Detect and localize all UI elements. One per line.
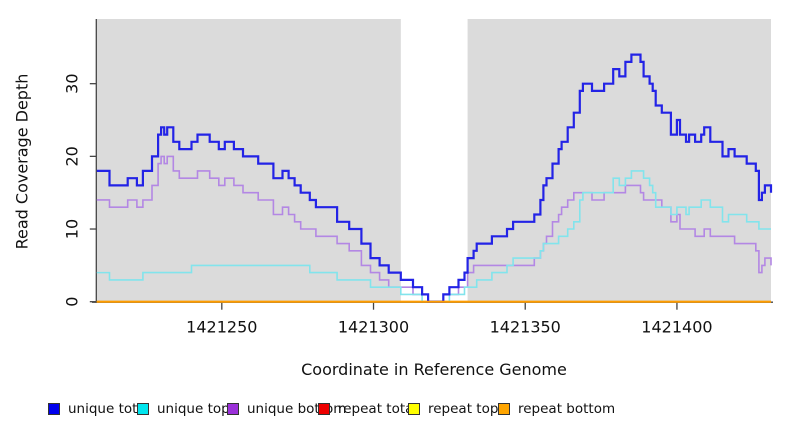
legend-swatch-icon bbox=[498, 403, 510, 415]
legend-item-repeat-top: repeat top bbox=[408, 401, 498, 417]
series-line-unique-top bbox=[96, 170, 771, 303]
x-axis-title: Coordinate in Reference Genome bbox=[301, 360, 567, 379]
series-line-unique-total bbox=[96, 53, 773, 303]
y-tick-label: 10 bbox=[63, 219, 82, 239]
x-tick-label: 1421400 bbox=[641, 318, 712, 337]
legend-label: unique top bbox=[157, 401, 230, 417]
legend-swatch-icon bbox=[408, 403, 420, 415]
y-axis-title: Read Coverage Depth bbox=[12, 73, 32, 250]
legend-swatch-icon bbox=[227, 403, 239, 415]
chart-canvas: 0 10 20 30 1421250 1421300 1421350 1421400 bbox=[63, 19, 773, 337]
y-tick-label: 20 bbox=[63, 146, 82, 166]
legend-label: repeat bottom bbox=[518, 401, 616, 417]
y-tick-label: 30 bbox=[63, 73, 82, 93]
y-tick-label: 0 bbox=[63, 297, 82, 307]
legend-item-unique-top: unique top bbox=[137, 401, 230, 417]
legend-label: repeat top bbox=[428, 401, 499, 417]
x-tick-label: 1421250 bbox=[186, 318, 257, 337]
legend-swatch-icon bbox=[318, 403, 330, 415]
gap-region-band bbox=[400, 19, 468, 303]
legend-label: repeat total bbox=[338, 401, 418, 417]
legend-item-unique-total: unique total bbox=[48, 401, 149, 417]
legend-item-repeat-bottom: repeat bottom bbox=[498, 401, 615, 417]
legend-item-repeat-total: repeat total bbox=[318, 401, 417, 417]
x-tick-label: 1421300 bbox=[338, 318, 409, 337]
x-tick-label: 1421350 bbox=[490, 318, 561, 337]
legend-swatch-icon bbox=[48, 403, 60, 415]
chart-legend: unique total unique top unique bottom repea… bbox=[0, 401, 792, 421]
legend-label: unique total bbox=[68, 401, 150, 417]
legend-swatch-icon bbox=[137, 403, 149, 415]
